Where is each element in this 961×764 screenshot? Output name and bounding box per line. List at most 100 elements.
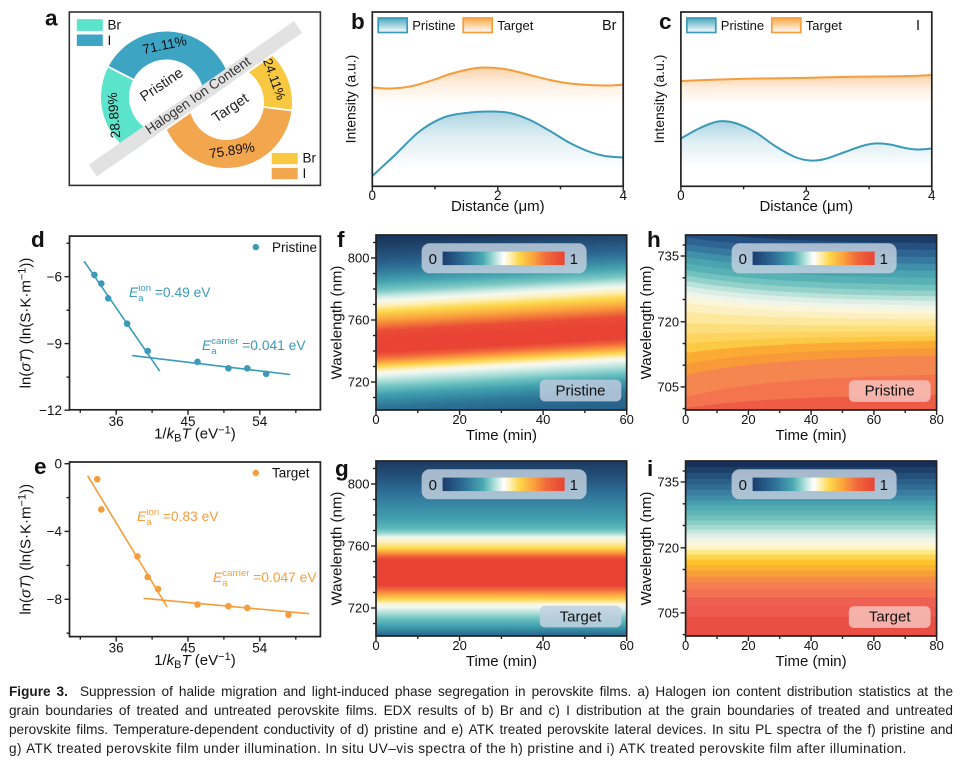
svg-text:20: 20	[452, 412, 466, 427]
svg-text:80: 80	[929, 412, 943, 427]
svg-text:20: 20	[741, 412, 755, 427]
svg-text:720: 720	[348, 375, 370, 390]
svg-text:−9: −9	[47, 336, 62, 351]
svg-text:e: e	[34, 454, 47, 479]
svg-text:0: 0	[54, 456, 62, 471]
svg-text:0: 0	[372, 638, 379, 653]
svg-text:Br: Br	[602, 18, 617, 34]
svg-text:60: 60	[867, 638, 881, 653]
svg-text:2: 2	[803, 188, 811, 203]
svg-text:60: 60	[619, 638, 633, 653]
svg-text:800: 800	[348, 477, 370, 492]
svg-text:−8: −8	[47, 592, 62, 607]
svg-text:f: f	[337, 227, 345, 252]
svg-text:45: 45	[180, 414, 195, 429]
svg-text:Wavelength (nm): Wavelength (nm)	[638, 266, 655, 380]
svg-text:c: c	[659, 9, 672, 34]
svg-text:Time (min): Time (min)	[466, 653, 537, 670]
svg-text:−6: −6	[47, 269, 62, 284]
svg-text:I: I	[108, 33, 112, 48]
svg-text:0: 0	[369, 188, 377, 203]
svg-text:Intensity (a.u.): Intensity (a.u.)	[342, 55, 358, 144]
svg-text:40: 40	[804, 638, 818, 653]
svg-text:28.89%: 28.89%	[105, 92, 124, 139]
svg-text:h: h	[647, 227, 661, 252]
svg-text:1/kBT (eV−1): 1/kBT (eV−1)	[154, 424, 236, 444]
svg-text:Time (min): Time (min)	[776, 427, 847, 444]
svg-text:760: 760	[348, 313, 370, 328]
svg-text:I: I	[916, 18, 920, 34]
svg-text:Pristine: Pristine	[721, 18, 764, 33]
svg-text:Time (min): Time (min)	[466, 427, 537, 444]
svg-text:2: 2	[494, 188, 502, 203]
svg-text:1: 1	[570, 251, 578, 268]
svg-text:Distance (μm): Distance (μm)	[759, 198, 853, 215]
svg-text:0: 0	[739, 251, 747, 268]
svg-text:0: 0	[372, 412, 379, 427]
svg-text:Eacarrier =0.047 eV: Eacarrier =0.047 eV	[213, 568, 317, 589]
svg-text:ln(σT) (ln(S·K·m−1)): ln(σT) (ln(S·K·m−1))	[17, 484, 35, 615]
svg-text:Target: Target	[497, 18, 534, 33]
svg-text:i: i	[647, 456, 653, 481]
svg-text:Time (min): Time (min)	[776, 653, 847, 670]
svg-text:I: I	[303, 166, 307, 181]
svg-text:Intensity (a.u.): Intensity (a.u.)	[651, 55, 667, 144]
svg-text:Br: Br	[108, 18, 122, 33]
svg-text:720: 720	[657, 541, 679, 556]
svg-text:b: b	[351, 9, 365, 34]
svg-text:Target: Target	[806, 18, 843, 33]
svg-text:54: 54	[252, 641, 268, 656]
svg-text:−12: −12	[39, 403, 62, 418]
svg-text:Eaion =0.49 eV: Eaion =0.49 eV	[129, 283, 211, 304]
svg-text:705: 705	[657, 606, 679, 621]
svg-text:Target: Target	[560, 608, 603, 625]
svg-text:735: 735	[657, 475, 679, 490]
svg-text:80: 80	[929, 638, 943, 653]
svg-text:36: 36	[109, 414, 124, 429]
svg-text:0: 0	[682, 412, 689, 427]
svg-text:0: 0	[429, 251, 437, 268]
svg-text:60: 60	[867, 412, 881, 427]
svg-text:40: 40	[536, 638, 550, 653]
svg-text:760: 760	[348, 539, 370, 554]
svg-text:735: 735	[657, 249, 679, 264]
svg-text:60: 60	[619, 412, 633, 427]
svg-text:20: 20	[741, 638, 755, 653]
svg-text:54: 54	[252, 414, 268, 429]
svg-text:4: 4	[928, 188, 936, 203]
svg-text:Pristine: Pristine	[865, 383, 915, 400]
svg-text:Target: Target	[869, 609, 912, 626]
svg-text:d: d	[31, 227, 45, 252]
svg-text:Wavelength (nm): Wavelength (nm)	[329, 492, 346, 606]
svg-text:a: a	[45, 6, 58, 31]
svg-text:Pristine: Pristine	[272, 240, 317, 255]
svg-text:75.89%: 75.89%	[208, 139, 256, 161]
svg-text:1: 1	[880, 251, 888, 268]
svg-text:0: 0	[682, 638, 689, 653]
svg-text:−4: −4	[47, 524, 63, 539]
svg-text:Eacarrier =0.041 eV: Eacarrier =0.041 eV	[202, 336, 306, 357]
svg-text:720: 720	[348, 601, 370, 616]
svg-text:g: g	[335, 456, 349, 481]
svg-text:0: 0	[739, 477, 747, 494]
svg-text:Target: Target	[272, 466, 310, 481]
svg-text:Wavelength (nm): Wavelength (nm)	[638, 492, 655, 606]
svg-text:ln(σT) (ln(S·K·m−1)): ln(σT) (ln(S·K·m−1))	[17, 258, 35, 389]
svg-text:4: 4	[619, 188, 627, 203]
svg-text:40: 40	[536, 412, 550, 427]
svg-text:0: 0	[677, 188, 685, 203]
svg-text:720: 720	[657, 315, 679, 330]
svg-text:1/kBT (eV−1): 1/kBT (eV−1)	[154, 651, 236, 671]
svg-text:45: 45	[180, 641, 195, 656]
svg-text:1: 1	[570, 477, 578, 494]
svg-text:20: 20	[452, 638, 466, 653]
svg-text:Distance (μm): Distance (μm)	[451, 198, 545, 215]
svg-text:Wavelength (nm): Wavelength (nm)	[329, 266, 346, 380]
svg-text:Br: Br	[303, 151, 317, 166]
svg-text:0: 0	[429, 477, 437, 494]
svg-text:Pristine: Pristine	[555, 382, 605, 399]
svg-text:Pristine: Pristine	[412, 18, 455, 33]
svg-text:1: 1	[880, 477, 888, 494]
svg-text:40: 40	[804, 412, 818, 427]
svg-text:Eaion =0.83 eV: Eaion =0.83 eV	[137, 507, 219, 528]
